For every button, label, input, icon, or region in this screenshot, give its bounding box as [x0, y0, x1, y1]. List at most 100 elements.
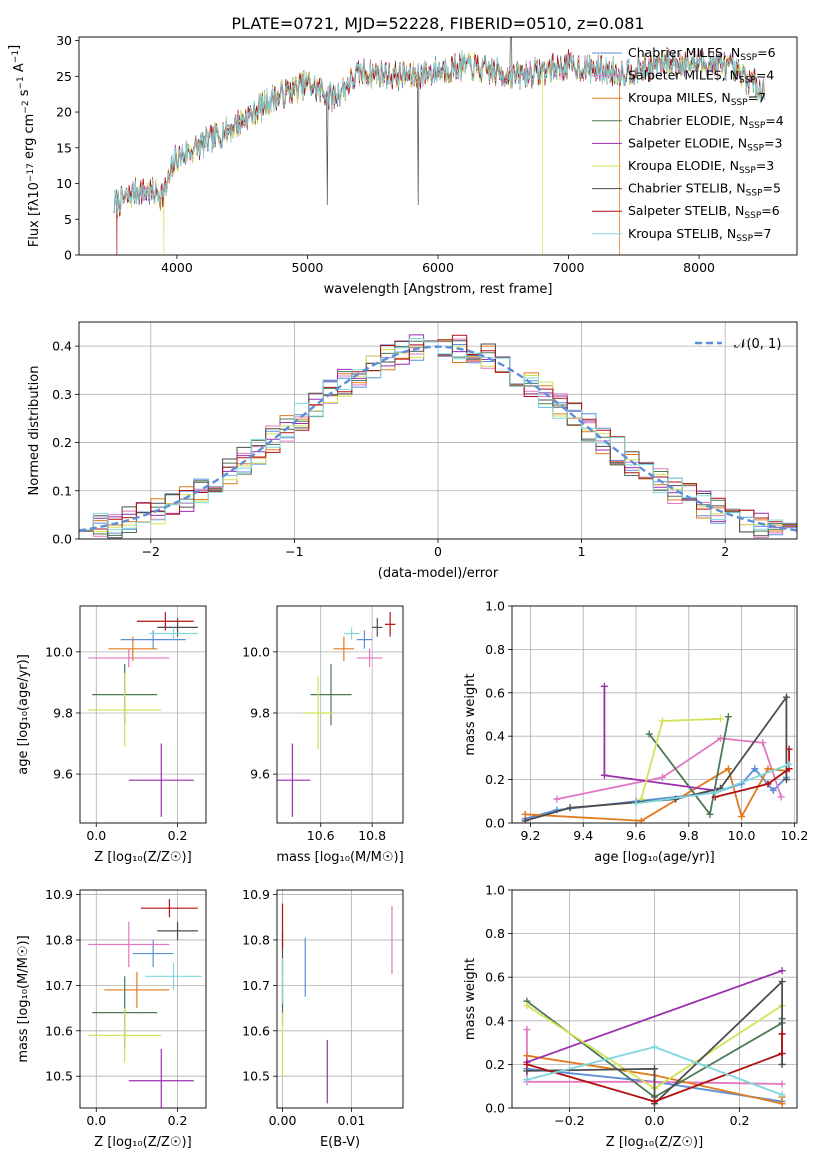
- y-tick-label: 1.0: [485, 599, 505, 614]
- x-axis-label: E(B-V): [320, 1135, 360, 1150]
- y-tick-label: 0.1: [52, 483, 72, 498]
- errorbar-kroupa-stelib: [149, 627, 198, 640]
- x-tick-label: 4000: [161, 260, 193, 275]
- weight-marker-kroupa-elodie: [658, 717, 666, 725]
- legend-subscript: SSP: [739, 76, 756, 86]
- weight-marker-salpeter-stelib: [778, 1030, 786, 1038]
- weight-line-salpeter-elodie: [526, 969, 783, 1064]
- x-tick-label: 10.8: [358, 828, 386, 843]
- y-tick-label: 10.0: [242, 644, 270, 659]
- y-tick-label: 10.9: [45, 887, 73, 902]
- y-tick-label: 10.0: [45, 644, 73, 659]
- legend-count: =3: [764, 135, 782, 150]
- errorbar-salpeter-miles: [356, 648, 383, 668]
- weight-marker-chabrier-elodie: [724, 713, 732, 721]
- chart-mass_vs_Z: 0.0 0.2 10.5 10.6 10.7 10.8 10.9 Z [log₁₀(Z/Z☉)…: [16, 887, 207, 1150]
- legend-label-chabrier-miles: Chabrier MILES, NSSP=6: [628, 45, 776, 63]
- axes-decor: −2 −1 0 1 2 0.0 0.1 0.2 0.3 0.4 (data-model)/error…: [27, 321, 798, 581]
- errorbar-kroupa-miles: [104, 971, 170, 1009]
- y-axis-label-superscript: −17: [26, 163, 36, 182]
- y-tick-label: 0.4: [485, 729, 505, 744]
- legend-count: =5: [763, 181, 781, 196]
- weight-marker-chabrier-elodie: [706, 810, 714, 818]
- weight-marker-salpeter-stelib: [764, 780, 772, 788]
- x-tick-label: 0.00: [269, 1113, 297, 1128]
- y-tick-label: 15: [56, 140, 72, 155]
- y-axis-label-superscript: −1: [11, 50, 21, 63]
- y-tick-label: 0: [64, 248, 72, 263]
- axes-decor: −0.2 0.0 0.2 0.0 0.2 0.4 0.6 0.8 1.0 Z [log₁₀(Z/Z…: [463, 883, 798, 1150]
- legend-subscript: SSP: [746, 189, 763, 199]
- weight-line-salpeter-stelib: [714, 749, 790, 798]
- y-axis-label-part: s: [17, 89, 32, 100]
- plot-area: [277, 612, 396, 817]
- y-axis-label: mass weight: [463, 958, 478, 1040]
- weight-marker-salpeter-miles: [523, 1026, 531, 1034]
- errorbar-salpeter-miles: [88, 921, 170, 968]
- y-tick-label: 10.5: [45, 1069, 73, 1084]
- x-tick-label: 9.2: [521, 828, 541, 843]
- legend-subscript: SSP: [740, 53, 757, 63]
- y-axis-label: mass [log₁₀(M/M☉)]: [16, 935, 31, 1062]
- weight-marker-chabrier-stelib: [782, 776, 790, 784]
- chart-spectrum: 4000 5000 6000 7000 8000 0 5 10 15 20 25 30 waveleng…: [7, 33, 798, 297]
- x-tick-label: 10.6: [307, 828, 335, 843]
- y-tick-label: 10.7: [45, 978, 73, 993]
- y-tick-label: 0.4: [485, 1013, 505, 1028]
- axes-decor: 4000 5000 6000 7000 8000 0 5 10 15 20 25 30 waveleng…: [7, 33, 798, 297]
- y-axis-label-superscript: −1: [16, 76, 26, 89]
- legend-count: =4: [756, 68, 774, 83]
- y-tick-label: 30: [56, 33, 72, 48]
- weight-marker-salpeter-miles: [716, 734, 724, 742]
- legend-name: Salpeter STELIB, N: [628, 203, 744, 218]
- errorbar-kroupa-elodie: [88, 673, 162, 747]
- weight-marker-chabrier-miles: [769, 786, 777, 794]
- x-tick-label: 0.0: [645, 1113, 665, 1128]
- legend-count: =7: [753, 226, 771, 241]
- weight-marker-chabrier-stelib: [778, 978, 786, 986]
- legend-count: =4: [765, 113, 783, 128]
- y-axis-label: age [log₁₀(age/yr)]: [16, 654, 31, 775]
- weight-marker-kroupa-stelib: [651, 1043, 658, 1051]
- x-tick-label: 0.2: [730, 1113, 750, 1128]
- weight-marker-kroupa-miles: [764, 765, 772, 773]
- x-axis-label: wavelength [Angstrom, rest frame]: [324, 282, 553, 297]
- errorbar-chabrier-miles: [356, 630, 373, 649]
- axes-decor: 0.00 0.01 10.5 10.6 10.7 10.8 10.9 E(B-V): [242, 887, 404, 1150]
- axes-decor: 10.6 10.8 9.6 9.8 10.0 mass [log₁₀(M/M☉)]: [242, 605, 404, 865]
- weight-marker-chabrier-stelib: [523, 1067, 531, 1075]
- y-tick-label: 20: [56, 105, 72, 120]
- legend-subscript: SSP: [739, 166, 756, 176]
- legend-label-kroupa-miles: Kroupa MILES, NSSP=7: [628, 90, 766, 108]
- weight-marker-kroupa-miles: [738, 812, 746, 820]
- y-tick-label: 0.8: [485, 642, 505, 657]
- legend-label-kroupa-elodie: Kroupa ELODIE, NSSP=3: [628, 158, 774, 176]
- x-tick-label: 9.4: [573, 828, 593, 843]
- legend-subscript: SSP: [744, 211, 761, 221]
- y-tick-label: 0.8: [485, 926, 505, 941]
- y-axis-label-part: erg cm: [22, 114, 37, 163]
- weight-marker-chabrier-stelib: [651, 1065, 658, 1073]
- x-tick-label: −0.2: [554, 1113, 584, 1128]
- x-tick-label: 7000: [553, 260, 585, 275]
- plot-area: [523, 967, 786, 1108]
- x-axis-label: age [log₁₀(age/yr)]: [594, 850, 715, 865]
- weight-marker-kroupa-miles: [523, 1052, 531, 1060]
- errorbar-kroupa-miles: [108, 636, 158, 662]
- weight-marker-salpeter-elodie: [600, 682, 608, 690]
- legend-count: =6: [757, 45, 775, 60]
- weight-marker-salpeter-elodie: [600, 771, 608, 779]
- y-tick-label: 9.8: [53, 705, 73, 720]
- legend-count: =7: [748, 90, 766, 105]
- y-tick-label: 10.8: [242, 932, 270, 947]
- errorbar-kroupa-stelib: [343, 627, 360, 640]
- y-axis-label: Normed distribution: [27, 366, 42, 496]
- spectrum-line-kroupa-stelib: [113, 49, 765, 216]
- y-tick-label: 10.5: [242, 1069, 270, 1084]
- legend-name: Kroupa MILES, N: [628, 90, 731, 105]
- x-tick-label: 6000: [422, 260, 454, 275]
- x-axis-label: Z [log₁₀(Z/Z☉)]: [606, 1135, 703, 1150]
- y-tick-label: 0.3: [52, 387, 72, 402]
- errorbar-kroupa-miles: [333, 636, 355, 662]
